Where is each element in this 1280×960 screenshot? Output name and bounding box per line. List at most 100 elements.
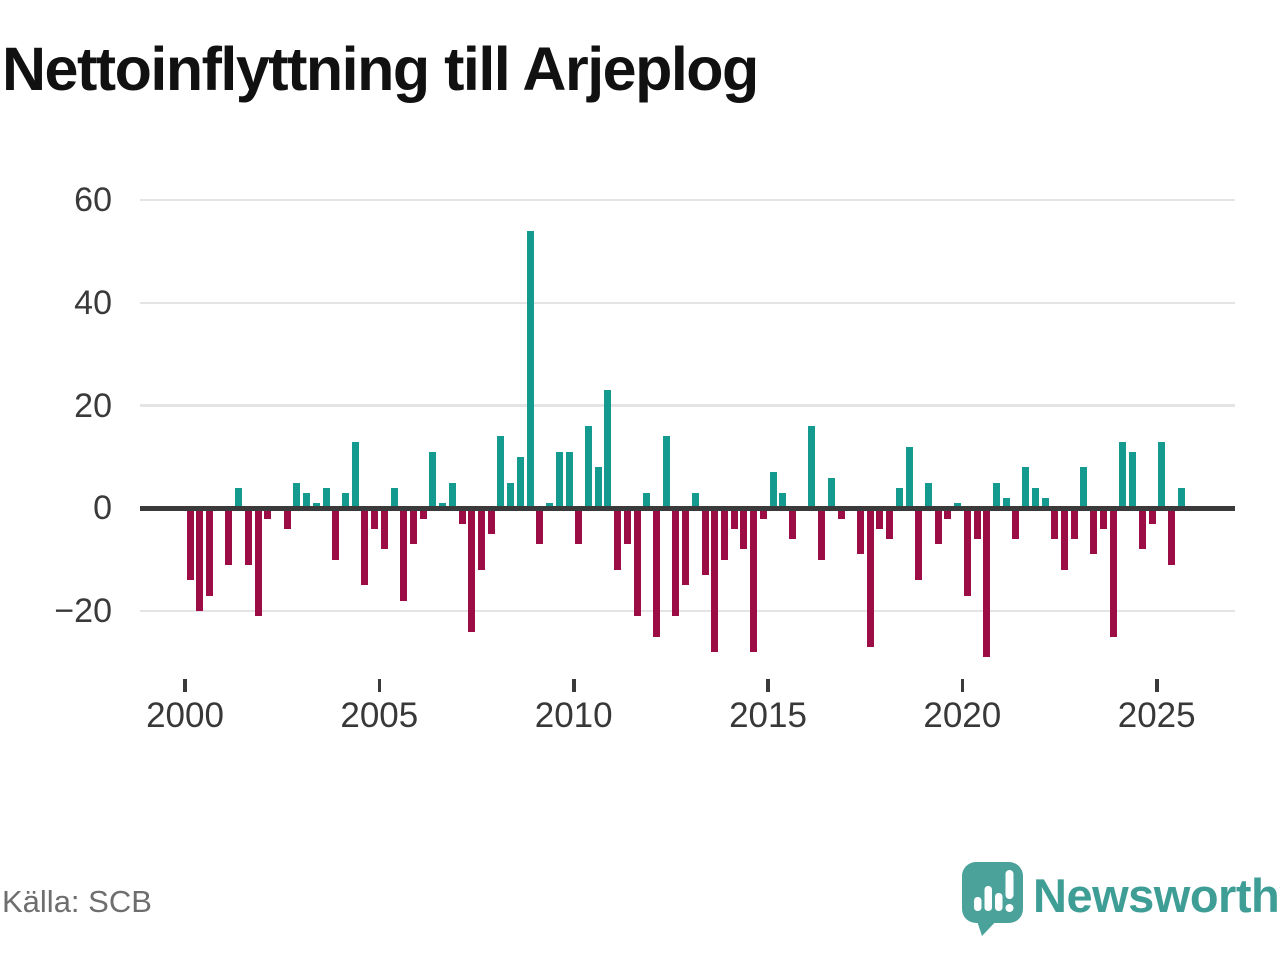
bar-2009-q2 — [546, 503, 553, 509]
bar-2002-q1 — [264, 508, 272, 519]
bar-2001-q3 — [244, 508, 252, 565]
bar-2001-q2 — [235, 487, 243, 509]
bar-2018-q1 — [886, 508, 894, 540]
bar-2002-q4 — [293, 482, 301, 509]
bar-2000-q2 — [196, 508, 204, 612]
bar-2010-q1 — [575, 508, 583, 545]
bar-2004-q1 — [342, 492, 349, 509]
bar-2018-q3 — [905, 446, 913, 509]
gridline-y-20 — [140, 404, 1235, 407]
bar-2014-q2 — [740, 508, 748, 550]
bar-2023-q2 — [1090, 508, 1098, 555]
bar-2000-q3 — [205, 508, 213, 596]
bar-2006-q4 — [448, 482, 456, 509]
bar-2009-q4 — [565, 451, 573, 509]
bar-2022-q2 — [1051, 508, 1059, 540]
bar-2008-q4 — [526, 230, 534, 509]
bar-2016-q2 — [818, 508, 826, 560]
y-axis-label--20: −20 — [54, 592, 112, 631]
bar-2022-q3 — [1061, 508, 1068, 570]
bar-2001-q4 — [254, 508, 262, 617]
gridline-y-60 — [140, 198, 1235, 202]
bar-2025-q1 — [1158, 441, 1166, 509]
x-axis-label-2025: 2025 — [1117, 696, 1196, 735]
bar-2012-q1 — [652, 508, 660, 637]
bar-2019-q2 — [934, 508, 942, 545]
x-axis-label-2020: 2020 — [923, 696, 1002, 735]
bar-2002-q3 — [283, 508, 291, 529]
bar-2019-q4 — [954, 503, 962, 509]
bar-2016-q3 — [827, 477, 835, 509]
bar-2012-q4 — [682, 508, 690, 586]
bar-2014-q4 — [759, 508, 767, 519]
bar-2023-q1 — [1080, 467, 1088, 509]
y-axis-label-20: 20 — [74, 386, 112, 425]
bar-2012-q3 — [672, 508, 680, 617]
bar-2017-q2 — [857, 508, 864, 555]
bar-2013-q1 — [691, 492, 699, 509]
bar-2003-q1 — [303, 492, 311, 509]
bar-2018-q4 — [915, 508, 923, 581]
zero-axis-line — [140, 506, 1235, 511]
bar-2025-q2 — [1167, 508, 1175, 565]
x-axis-label-2015: 2015 — [729, 696, 807, 735]
x-axis-label-2000: 2000 — [146, 696, 224, 735]
bar-2020-q4 — [993, 482, 1000, 509]
chart-title: Nettoinflyttning till Arjeplog — [2, 35, 759, 103]
x-tick-2020 — [960, 679, 965, 692]
bar-2008-q2 — [507, 482, 515, 509]
x-tick-2015 — [766, 679, 770, 692]
y-axis-label-60: 60 — [74, 181, 112, 220]
bar-2019-q3 — [944, 508, 952, 519]
bar-2006-q1 — [419, 508, 427, 519]
bar-2017-q3 — [866, 508, 874, 647]
newsworthy-wordmark: Newsworthy — [1033, 869, 1280, 922]
bar-2006-q3 — [439, 503, 447, 509]
bar-2009-q1 — [536, 508, 544, 545]
bar-2024-q4 — [1148, 508, 1156, 524]
bar-2021-q4 — [1031, 487, 1039, 509]
bar-2013-q4 — [720, 508, 728, 560]
y-axis-label-0: 0 — [93, 489, 112, 528]
bar-2016-q4 — [837, 508, 845, 519]
bar-2007-q4 — [487, 508, 495, 534]
source-note: Källa: SCB — [2, 884, 152, 919]
bar-2004-q2 — [351, 441, 359, 509]
bar-2010-q4 — [604, 390, 612, 509]
x-axis-label-2005: 2005 — [340, 696, 419, 735]
bar-2000-q1 — [186, 508, 194, 581]
gridline-y--20 — [140, 609, 1235, 613]
bar-2019-q1 — [925, 482, 932, 509]
bar-2023-q4 — [1109, 508, 1117, 637]
bar-2009-q3 — [555, 451, 563, 509]
gridline-y-40 — [140, 301, 1235, 305]
bar-2007-q2 — [468, 508, 476, 632]
bar-2005-q1 — [380, 508, 388, 550]
bar-2025-q3 — [1177, 487, 1185, 509]
bar-2014-q1 — [730, 508, 738, 529]
bar-2015-q3 — [788, 508, 796, 540]
bar-2010-q3 — [594, 467, 602, 509]
x-tick-2025 — [1155, 679, 1159, 692]
bar-2011-q1 — [614, 508, 621, 570]
bar-2008-q1 — [497, 436, 505, 509]
bar-2015-q1 — [769, 472, 777, 509]
bar-2003-q2 — [312, 503, 320, 509]
bar-2008-q3 — [516, 456, 524, 509]
bar-2004-q3 — [361, 508, 369, 586]
bar-2024-q1 — [1119, 441, 1127, 509]
bar-2016-q1 — [808, 426, 816, 509]
bar-2022-q1 — [1041, 498, 1049, 509]
bar-2011-q2 — [623, 508, 631, 545]
bar-2023-q3 — [1099, 508, 1107, 529]
bar-2007-q1 — [458, 508, 466, 524]
bar-2006-q2 — [429, 451, 437, 509]
newsworthy-bubble-chart-icon — [962, 862, 1023, 936]
bar-2020-q1 — [963, 508, 971, 596]
bar-2005-q4 — [410, 508, 417, 545]
bar-2003-q3 — [322, 487, 330, 509]
x-tick-2000 — [183, 679, 187, 692]
x-axis-label-2010: 2010 — [534, 696, 613, 735]
bar-2012-q2 — [662, 436, 670, 509]
